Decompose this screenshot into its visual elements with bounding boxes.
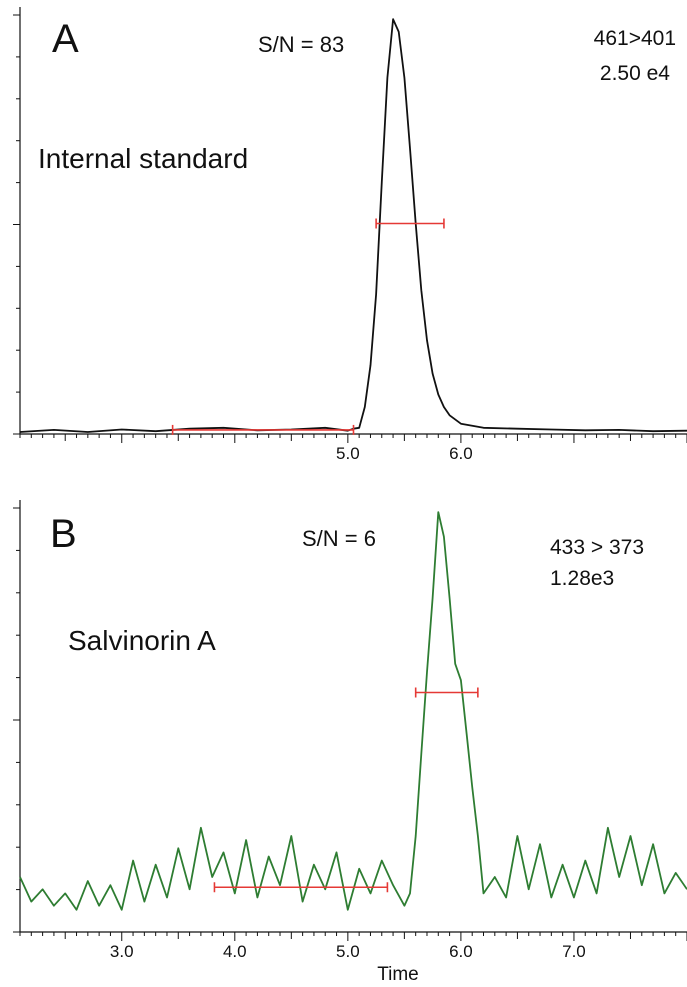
- panel-b-transition: 433 > 373: [550, 536, 644, 559]
- panel-a-intensity: 2.50 e4: [600, 62, 670, 85]
- panel-b-x-tick-label: 7.0: [562, 942, 586, 961]
- panel-b-compound-label: Salvinorin A: [68, 625, 216, 656]
- panel-a-x-tick-label: 5.0: [336, 444, 360, 463]
- panel-a-compound-label: Internal standard: [38, 143, 248, 174]
- panel-a-signal-to-noise: S/N = 83: [258, 32, 344, 57]
- panel-b-signal-to-noise: S/N = 6: [302, 526, 376, 551]
- panel-a: A S/N = 83 461>401 2.50 e4 Internal stan…: [13, 7, 687, 463]
- panel-b-x-axis-label: Time: [377, 964, 419, 985]
- panel-b-trace-line: [19, 511, 687, 911]
- panel-b: B S/N = 6 433 > 373 1.28e3 Salvinorin A …: [13, 500, 687, 985]
- panel-a-letter: A: [52, 17, 79, 61]
- panel-a-transition: 461>401: [594, 27, 676, 50]
- panel-b-x-tick-label: 3.0: [110, 942, 134, 961]
- panel-b-x-tick-label: 4.0: [223, 942, 247, 961]
- panel-b-letter: B: [50, 512, 77, 556]
- panel-b-x-tick-label: 6.0: [449, 942, 473, 961]
- panel-a-x-tick-label: 6.0: [449, 444, 473, 463]
- panel-a-trace-line: [19, 18, 687, 433]
- panel-b-intensity: 1.28e3: [550, 567, 614, 590]
- panel-b-x-tick-label: 5.0: [336, 942, 360, 961]
